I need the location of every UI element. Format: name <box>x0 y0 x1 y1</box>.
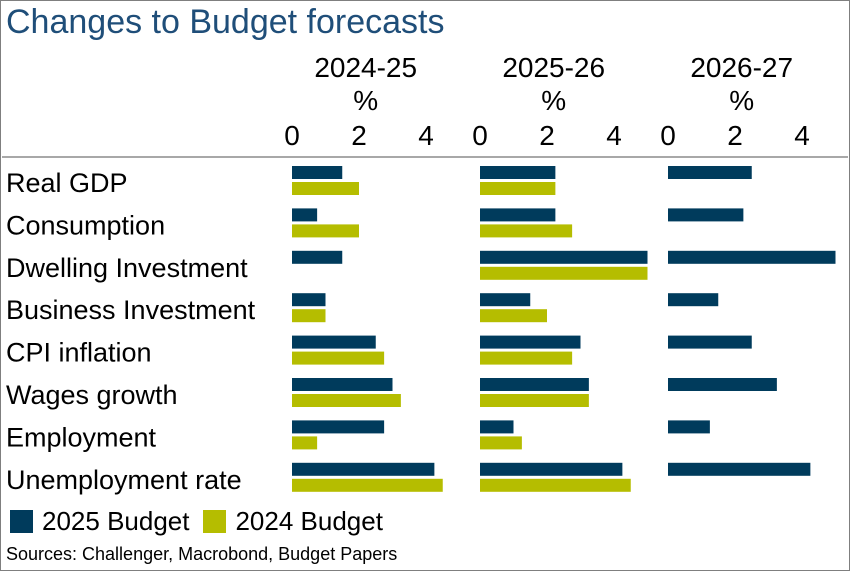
bar-2026-27-2025-budget-consumption <box>668 208 744 222</box>
bar-2024-25-2025-budget-cpi-inflation <box>292 335 376 349</box>
bar-2025-26-2024-budget-wages-growth <box>480 394 589 407</box>
bar-2024-25-2025-budget-real-gdp <box>292 166 343 179</box>
bar-2025-26-2024-budget-unemployment-rate <box>480 478 631 492</box>
tick-label-2026-27-2: 2 <box>727 120 743 151</box>
bar-2025-26-2024-budget-cpi-inflation <box>480 351 573 365</box>
bar-2024-25-2024-budget-real-gdp <box>292 182 359 195</box>
bar-2024-25-2025-budget-dwelling-investment <box>292 250 343 264</box>
tick-label-2026-27-4: 4 <box>794 120 810 151</box>
category-label-wages-growth: Wages growth <box>6 380 178 410</box>
bar-2025-26-2024-budget-business-investment <box>480 309 547 323</box>
panel-title-2024-25: 2024-25 <box>314 52 417 83</box>
bar-2026-27-2025-budget-wages-growth <box>668 378 777 391</box>
bar-2024-25-2025-budget-employment <box>292 420 385 434</box>
bar-2025-26-2025-budget-business-investment <box>480 293 531 307</box>
legend-swatch-2024-budget <box>203 510 227 533</box>
bar-2024-25-2024-budget-wages-growth <box>292 394 401 407</box>
bar-2024-25-2025-budget-unemployment-rate <box>292 462 435 476</box>
bar-2025-26-2025-budget-employment <box>480 420 514 434</box>
source-note: Sources: Challenger, Macrobond, Budget P… <box>6 544 398 564</box>
legend-label-2024-budget: 2024 Budget <box>235 506 383 536</box>
bar-2024-25-2025-budget-consumption <box>292 208 318 222</box>
legend-label-2025-budget: 2025 Budget <box>42 506 190 536</box>
bar-2025-26-2024-budget-real-gdp <box>480 182 556 195</box>
bar-2026-27-2025-budget-unemployment-rate <box>668 462 811 476</box>
category-label-unemployment-rate: Unemployment rate <box>6 465 242 495</box>
bar-2025-26-2025-budget-dwelling-investment <box>480 250 648 264</box>
bar-2026-27-2025-budget-dwelling-investment <box>668 250 836 264</box>
category-label-real-gdp: Real GDP <box>6 168 128 198</box>
bar-2024-25-2024-budget-cpi-inflation <box>292 351 385 365</box>
panel-unit-2025-26: % <box>541 85 566 116</box>
chart-title: Changes to Budget forecasts <box>6 3 445 41</box>
panel-title-2025-26: 2025-26 <box>502 52 605 83</box>
category-label-dwelling-investment: Dwelling Investment <box>6 253 248 283</box>
bar-2024-25-2024-budget-business-investment <box>292 309 326 323</box>
bar-2024-25-2024-budget-employment <box>292 436 318 450</box>
bar-2026-27-2025-budget-cpi-inflation <box>668 335 752 349</box>
tick-label-2025-26-4: 4 <box>606 120 622 151</box>
bar-2026-27-2025-budget-employment <box>668 420 710 434</box>
bar-2026-27-2025-budget-real-gdp <box>668 166 752 179</box>
legend-item-2025-budget: 2025 Budget <box>10 506 189 537</box>
bar-2024-25-2025-budget-business-investment <box>292 293 326 307</box>
legend-item-2024-budget: 2024 Budget <box>203 506 383 537</box>
category-label-cpi-inflation: CPI inflation <box>6 338 152 368</box>
category-label-business-investment: Business Investment <box>6 295 256 325</box>
bar-2026-27-2025-budget-business-investment <box>668 293 719 307</box>
tick-label-2024-25-4: 4 <box>418 120 434 151</box>
legend: 2025 Budget 2024 Budget <box>10 506 397 537</box>
bar-2024-25-2025-budget-wages-growth <box>292 378 393 391</box>
bar-2025-26-2025-budget-consumption <box>480 208 556 222</box>
legend-swatch-2025-budget <box>10 510 33 533</box>
chart-area: Real GDP Consumption Dwelling Investment Bu… <box>2 52 848 495</box>
bar-2025-26-2024-budget-employment <box>480 436 522 450</box>
bar-2025-26-2024-budget-dwelling-investment <box>480 266 648 280</box>
panel-unit-2024-25: % <box>353 85 378 116</box>
bar-2024-25-2024-budget-unemployment-rate <box>292 478 443 492</box>
panel-unit-2026-27: % <box>729 85 754 116</box>
bar-2025-26-2025-budget-unemployment-rate <box>480 462 623 476</box>
category-label-consumption: Consumption <box>6 210 165 240</box>
tick-label-2026-27-0: 0 <box>660 120 676 151</box>
tick-label-2024-25-0: 0 <box>284 120 300 151</box>
panel-title-2026-27: 2026-27 <box>690 52 793 83</box>
bar-2025-26-2025-budget-cpi-inflation <box>480 335 581 349</box>
tick-label-2025-26-2: 2 <box>539 120 555 151</box>
bar-2025-26-2025-budget-wages-growth <box>480 378 589 391</box>
tick-label-2025-26-0: 0 <box>472 120 488 151</box>
bar-2025-26-2025-budget-real-gdp <box>480 166 556 179</box>
bar-2024-25-2024-budget-consumption <box>292 224 359 238</box>
category-label-employment: Employment <box>6 422 157 452</box>
bar-2025-26-2024-budget-consumption <box>480 224 573 238</box>
tick-label-2024-25-2: 2 <box>351 120 367 151</box>
